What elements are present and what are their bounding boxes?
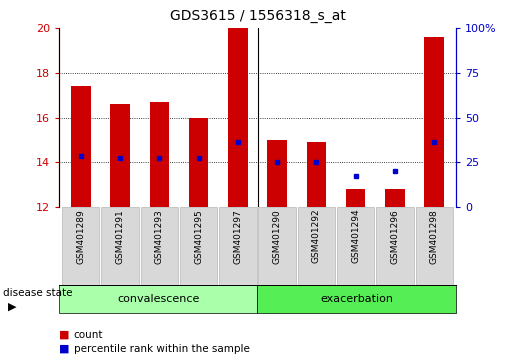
Text: GSM401289: GSM401289 (76, 209, 85, 264)
Text: percentile rank within the sample: percentile rank within the sample (74, 344, 250, 354)
Text: GSM401298: GSM401298 (430, 209, 439, 264)
Bar (424, 37, 444, 207)
Text: GSM401293: GSM401293 (155, 209, 164, 264)
Bar (306, 142, 326, 207)
Bar (110, 104, 130, 207)
Text: GSM401292: GSM401292 (312, 209, 321, 263)
Bar (228, 28, 248, 207)
Bar (346, 189, 366, 207)
Text: GSM401294: GSM401294 (351, 209, 360, 263)
Bar (149, 102, 169, 207)
Text: convalescence: convalescence (117, 294, 199, 304)
Bar (189, 118, 209, 207)
Text: ■: ■ (59, 344, 73, 354)
Text: GSM401290: GSM401290 (272, 209, 282, 264)
Text: GDS3615 / 1556318_s_at: GDS3615 / 1556318_s_at (169, 9, 346, 23)
Bar (267, 140, 287, 207)
Text: GSM401291: GSM401291 (115, 209, 125, 264)
Text: GSM401296: GSM401296 (390, 209, 400, 264)
Bar (71, 86, 91, 207)
Bar (385, 189, 405, 207)
Text: GSM401295: GSM401295 (194, 209, 203, 264)
Text: ■: ■ (59, 330, 73, 339)
Text: GSM401297: GSM401297 (233, 209, 243, 264)
Text: disease state: disease state (3, 289, 72, 298)
Text: ▶: ▶ (8, 301, 16, 311)
Text: exacerbation: exacerbation (320, 294, 393, 304)
Text: count: count (74, 330, 103, 339)
